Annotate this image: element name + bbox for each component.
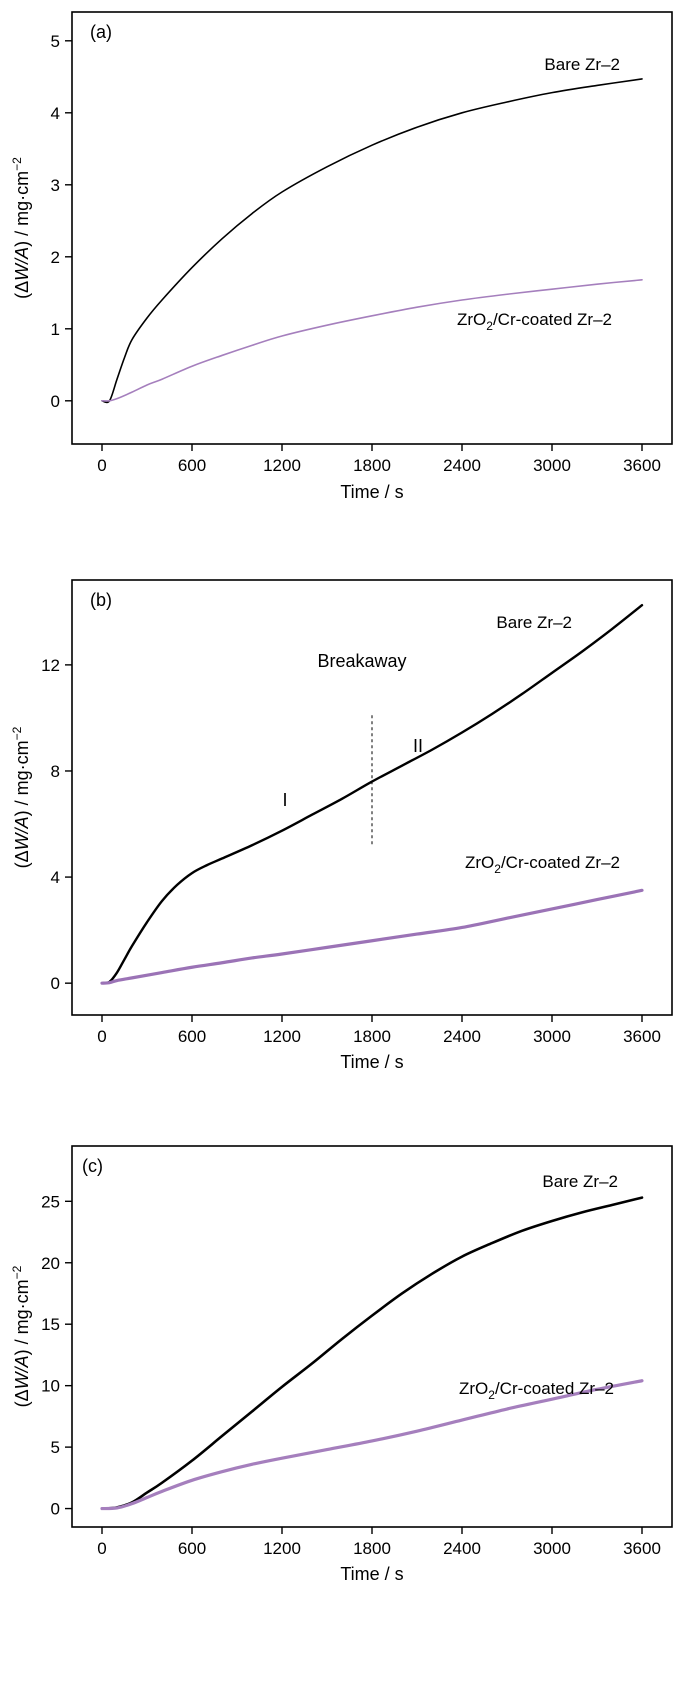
series-line-bare-zr2	[100, 604, 644, 985]
series-label-bare-zr2: Bare Zr–2	[544, 55, 620, 74]
x-axis-title: Time / s	[340, 1564, 403, 1584]
x-tick-label: 0	[97, 456, 106, 475]
y-axis-title: (ΔW/A) / mg·cm−2	[10, 1265, 32, 1407]
x-tick-label: 2400	[443, 1027, 481, 1046]
series-label-coated-zr2: ZrO2/Cr-coated Zr–2	[457, 310, 612, 333]
x-tick-label: 3000	[533, 1539, 571, 1558]
x-tick-label: 3600	[623, 456, 661, 475]
series-line-bare-zr2	[100, 1196, 644, 1510]
y-tick-label: 25	[41, 1192, 60, 1211]
panel-b: 0 600 1200 1800 2400 3000 3600 0 4 8 12 Bare Zr–2 Zr…	[10, 579, 673, 1072]
series-line-coated-zr2	[100, 888, 644, 985]
x-tick-label: 1200	[263, 456, 301, 475]
breakaway-label: Breakaway	[317, 651, 406, 671]
x-tick-label: 1800	[353, 1027, 391, 1046]
stage-ii-label: II	[413, 736, 423, 756]
y-tick-label: 5	[51, 32, 60, 51]
series-line-coated-zr2	[100, 1379, 644, 1511]
y-tick-label: 0	[51, 392, 60, 411]
y-tick-label: 3	[51, 176, 60, 195]
panel-label: (b)	[90, 590, 112, 610]
x-tick-label: 2400	[443, 456, 481, 475]
series-label-bare-zr2: Bare Zr–2	[542, 1172, 618, 1191]
y-axis-title: (ΔW/A) / mg·cm−2	[10, 726, 32, 868]
x-tick-label: 3000	[533, 456, 571, 475]
series-label-coated-zr2: ZrO2/Cr-coated Zr–2	[465, 853, 620, 876]
panel-label: (a)	[90, 22, 112, 42]
series-label-coated-zr2: ZrO2/Cr-coated Zr–2	[459, 1379, 614, 1402]
panel-a: 0 600 1200 1800 2400 3000 3600 0 1 2 3 4 5 Bare Zr–2 Z…	[10, 11, 673, 502]
x-tick-label: 600	[178, 1027, 206, 1046]
stage-i-label: I	[282, 790, 287, 810]
x-tick-label: 1800	[353, 1539, 391, 1558]
plot-frame	[71, 1145, 673, 1528]
x-tick-label: 2400	[443, 1539, 481, 1558]
panel-label: (c)	[82, 1156, 103, 1176]
y-tick-label: 5	[51, 1438, 60, 1457]
y-tick-label: 10	[41, 1377, 60, 1396]
series-label-bare-zr2: Bare Zr–2	[496, 613, 572, 632]
y-tick-label: 15	[41, 1315, 60, 1334]
y-tick-label: 2	[51, 248, 60, 267]
x-tick-label: 600	[178, 456, 206, 475]
y-tick-label: 0	[51, 1500, 60, 1519]
x-tick-label: 3000	[533, 1027, 571, 1046]
x-tick-label: 3600	[623, 1027, 661, 1046]
x-axis-title: Time / s	[340, 1052, 403, 1072]
x-tick-label: 1800	[353, 456, 391, 475]
panel-c: 0 600 1200 1800 2400 3000 3600 0 5 10 15 20 25 Bare Z…	[10, 1145, 673, 1584]
y-tick-label: 4	[51, 868, 60, 887]
x-tick-label: 0	[97, 1539, 106, 1558]
y-tick-label: 4	[51, 104, 60, 123]
plot-frame	[71, 579, 673, 1016]
y-tick-label: 12	[41, 656, 60, 675]
y-tick-label: 0	[51, 974, 60, 993]
series-line-bare-zr2	[101, 78, 643, 404]
x-tick-label: 1200	[263, 1539, 301, 1558]
x-tick-label: 3600	[623, 1539, 661, 1558]
x-tick-label: 0	[97, 1027, 106, 1046]
y-tick-label: 20	[41, 1254, 60, 1273]
y-axis-title: (ΔW/A) / mg·cm−2	[10, 157, 32, 299]
series-line-coated-zr2	[101, 279, 643, 402]
y-tick-label: 1	[51, 320, 60, 339]
y-tick-label: 8	[51, 762, 60, 781]
x-axis-title: Time / s	[340, 482, 403, 502]
x-tick-label: 1200	[263, 1027, 301, 1046]
x-tick-label: 600	[178, 1539, 206, 1558]
